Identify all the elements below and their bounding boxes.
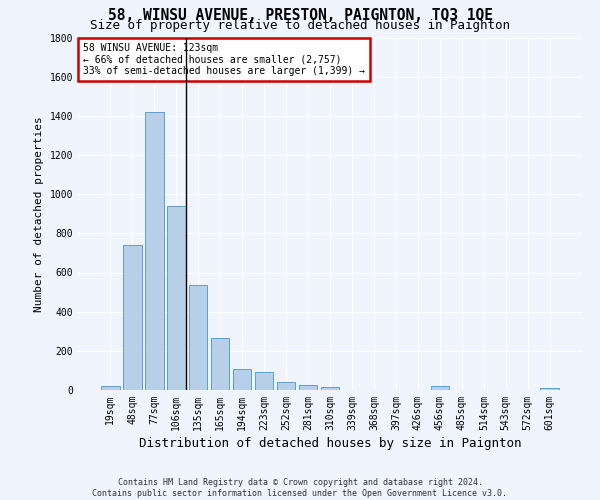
Bar	[123, 245, 142, 390]
Bar	[255, 372, 274, 390]
X-axis label: Distribution of detached houses by size in Paignton: Distribution of detached houses by size …	[139, 437, 521, 450]
Bar	[145, 112, 164, 390]
Bar	[320, 387, 340, 390]
Bar	[167, 206, 185, 390]
Y-axis label: Number of detached properties: Number of detached properties	[34, 116, 44, 312]
Bar	[541, 388, 559, 390]
Bar	[211, 338, 229, 390]
Bar	[431, 386, 449, 390]
Bar	[233, 370, 251, 390]
Text: 58 WINSU AVENUE: 123sqm
← 66% of detached houses are smaller (2,757)
33% of semi: 58 WINSU AVENUE: 123sqm ← 66% of detache…	[83, 43, 365, 76]
Text: Contains HM Land Registry data © Crown copyright and database right 2024.
Contai: Contains HM Land Registry data © Crown c…	[92, 478, 508, 498]
Text: 58, WINSU AVENUE, PRESTON, PAIGNTON, TQ3 1QE: 58, WINSU AVENUE, PRESTON, PAIGNTON, TQ3…	[107, 8, 493, 22]
Bar	[277, 382, 295, 390]
Bar	[299, 384, 317, 390]
Bar	[101, 386, 119, 390]
Text: Size of property relative to detached houses in Paignton: Size of property relative to detached ho…	[90, 18, 510, 32]
Bar	[189, 285, 208, 390]
